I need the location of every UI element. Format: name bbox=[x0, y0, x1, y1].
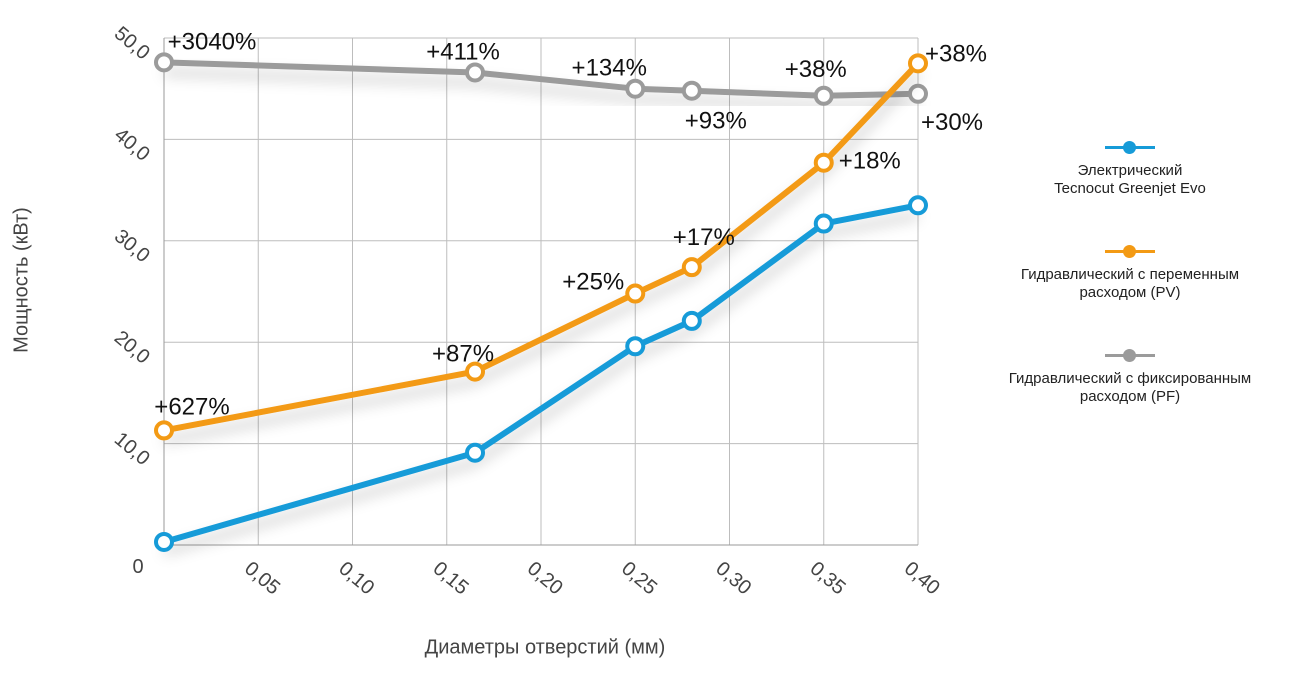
legend-item-electric: Электрический Tecnocut Greenjet Evo bbox=[955, 140, 1304, 198]
data-point bbox=[154, 420, 174, 441]
legend: Электрический Tecnocut Greenjet Evo Гидр… bbox=[955, 140, 1304, 452]
data-point bbox=[681, 310, 702, 331]
data-point bbox=[681, 257, 702, 278]
x-axis-title: Диаметры отверстий (мм) bbox=[424, 636, 666, 659]
point-label: +18% bbox=[839, 148, 901, 175]
legend-marker-pf bbox=[1105, 348, 1155, 362]
data-point bbox=[465, 62, 486, 83]
data-point bbox=[154, 52, 174, 73]
point-label: +93% bbox=[685, 108, 747, 135]
data-point bbox=[465, 442, 486, 463]
legend-label-line: Гидравлический с фиксированным bbox=[1008, 370, 1252, 387]
x-tick-label: 0,25 bbox=[617, 557, 661, 599]
y-tick-label: 40,0 bbox=[110, 124, 154, 166]
legend-label-line: Tecnocut Greenjet Evo bbox=[1054, 180, 1206, 197]
legend-label-line: расходом (PF) bbox=[1079, 388, 1181, 405]
data-point bbox=[813, 85, 834, 106]
y-tick-label: 50,0 bbox=[110, 22, 154, 64]
y-tick-label: 0 bbox=[132, 556, 143, 578]
point-label: +30% bbox=[921, 109, 983, 136]
data-point bbox=[908, 83, 928, 104]
point-label: +17% bbox=[673, 224, 735, 251]
data-point bbox=[681, 80, 702, 101]
point-label: +25% bbox=[562, 269, 624, 296]
series-line bbox=[163, 61, 921, 434]
legend-marker-electric bbox=[1105, 140, 1155, 154]
point-label: +3040% bbox=[168, 28, 257, 55]
data-point bbox=[465, 361, 486, 382]
x-tick-label: 0,40 bbox=[900, 557, 944, 599]
data-point bbox=[813, 213, 834, 234]
y-axis-title: Мощность (кВт) bbox=[10, 207, 33, 353]
data-point bbox=[908, 195, 928, 216]
legend-marker-pv bbox=[1105, 244, 1155, 258]
x-tick-labels: 0,05 0,10 0,15 0,20 0,25 0,30 0,35 0,40 bbox=[240, 557, 944, 599]
legend-label-pf: Гидравлический с фиксированным расходом … bbox=[1009, 370, 1251, 406]
legend-label-line: Гидравлический с переменным bbox=[1020, 266, 1240, 283]
y-tick-label: 20,0 bbox=[110, 327, 154, 369]
series-lines bbox=[154, 52, 928, 552]
x-tick-label: 0,15 bbox=[429, 557, 473, 599]
legend-label-line: расходом (PV) bbox=[1079, 284, 1181, 301]
x-tick-label: 0,20 bbox=[523, 557, 567, 599]
x-tick-label: 0,05 bbox=[240, 557, 284, 599]
y-tick-label: 30,0 bbox=[110, 225, 154, 267]
legend-item-pf: Гидравлический с фиксированным расходом … bbox=[955, 348, 1304, 406]
legend-item-pv: Гидравлический с переменным расходом (PV… bbox=[955, 244, 1304, 302]
point-label: +134% bbox=[572, 55, 647, 82]
data-point bbox=[625, 78, 646, 99]
x-tick-label: 0,10 bbox=[334, 557, 378, 599]
x-tick-label: 0,30 bbox=[711, 557, 755, 599]
legend-label-pv: Гидравлический с переменным расходом (PV… bbox=[1021, 266, 1239, 302]
point-label: +38% bbox=[925, 40, 987, 67]
legend-label-line: Электрический bbox=[1077, 162, 1183, 179]
point-label: +411% bbox=[426, 38, 500, 65]
series-line bbox=[163, 59, 919, 99]
grid bbox=[163, 37, 919, 546]
y-tick-label: 10,0 bbox=[110, 428, 154, 470]
x-tick-label: 0,35 bbox=[806, 557, 850, 599]
point-label: +87% bbox=[432, 341, 494, 368]
y-tick-labels: 0 10,0 20,0 30,0 40,0 50,0 bbox=[110, 22, 154, 578]
data-point bbox=[908, 53, 928, 74]
series-line bbox=[163, 202, 919, 545]
data-point bbox=[154, 531, 174, 552]
legend-label-electric: Электрический Tecnocut Greenjet Evo bbox=[1054, 162, 1206, 198]
data-point bbox=[813, 152, 834, 173]
point-labels: +627% +87% +25% +17% +18% +38% +3040% +411% +134… bbox=[154, 28, 987, 420]
point-label: +38% bbox=[785, 56, 847, 83]
point-label: +627% bbox=[154, 393, 229, 420]
data-point bbox=[625, 283, 646, 304]
data-point bbox=[625, 336, 646, 357]
